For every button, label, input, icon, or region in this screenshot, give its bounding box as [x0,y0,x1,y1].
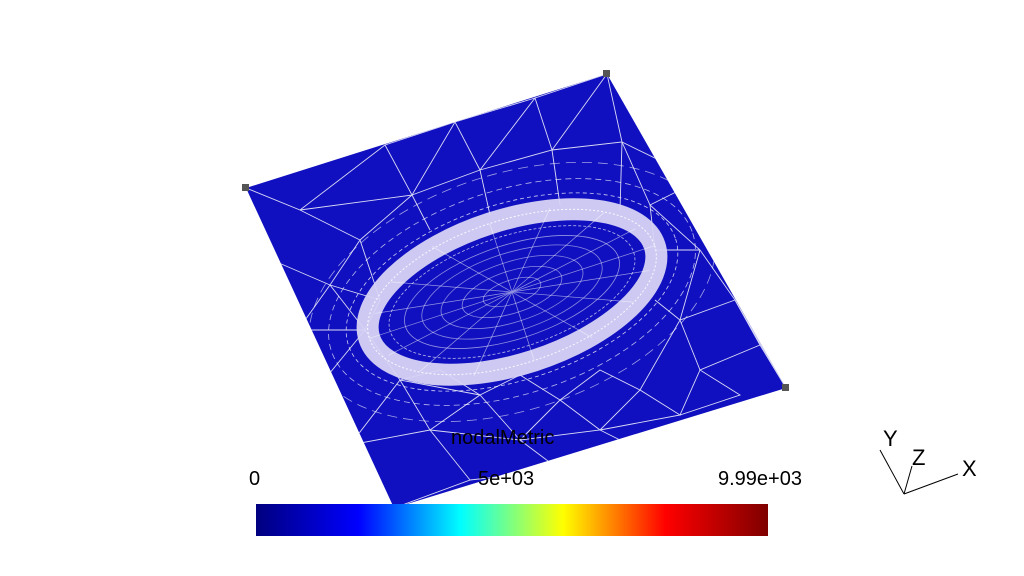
colorbar-mid-label: 5e+03 [478,468,535,490]
colorbar[interactable] [256,504,768,536]
corner-markers[interactable] [242,70,789,391]
colorbar-max-label: 9.99e+03 [718,468,802,490]
colorbar-min-label: 0 [249,468,261,490]
orientation-axes-icon [879,449,959,495]
axis-z-label: Z [912,445,926,470]
axis-x-label: X [962,456,977,481]
colorbar-title: nodalMetric [451,427,555,449]
axis-y-label: Y [883,426,898,451]
